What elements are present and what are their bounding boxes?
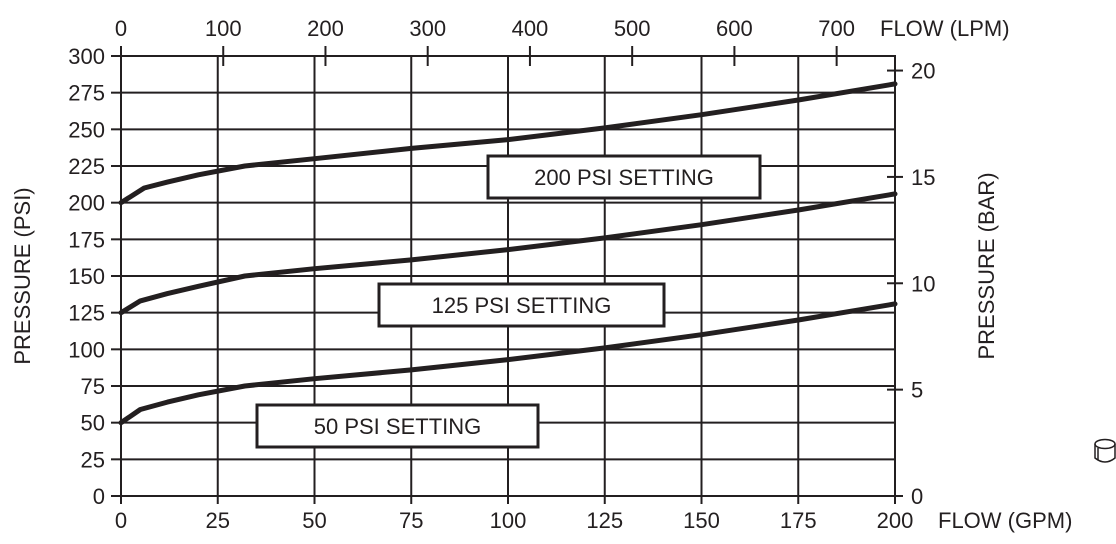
y-right-axis-title: PRESSURE (BAR) bbox=[974, 172, 999, 359]
x-top-tick-label: 200 bbox=[307, 16, 344, 41]
series-label-box bbox=[255, 403, 540, 449]
y-right-tick-label: 15 bbox=[911, 165, 935, 190]
y-right-tick-label: 20 bbox=[911, 59, 935, 84]
y-left-tick-label: 200 bbox=[68, 191, 105, 216]
y-left-tick-label: 150 bbox=[68, 264, 105, 289]
curves bbox=[118, 81, 898, 426]
series-label: 50 PSI SETTING bbox=[314, 414, 482, 439]
x-top-tick-label: 400 bbox=[512, 16, 549, 41]
series-line-1 bbox=[118, 191, 898, 316]
y-left-tick-label: 75 bbox=[81, 374, 105, 399]
x-bottom-axis-title: FLOW (GPM) bbox=[938, 508, 1072, 533]
y-left-tick-label: 50 bbox=[81, 411, 105, 436]
cylinder-icon bbox=[1094, 438, 1116, 463]
y-left-tick-label: 175 bbox=[68, 227, 105, 252]
x-bottom-tick-label: 150 bbox=[683, 508, 720, 533]
y-left-axis-title: PRESSURE (PSI) bbox=[10, 187, 35, 364]
y-left-tick-label: 300 bbox=[68, 44, 105, 69]
series-labels: 200 PSI SETTING 125 PSI SETTING 50 PSI SET… bbox=[255, 154, 762, 449]
series-label-box bbox=[377, 282, 666, 328]
y-left-tick-label: 250 bbox=[68, 117, 105, 142]
y-left-tick-label: 100 bbox=[68, 337, 105, 362]
series-line-2 bbox=[118, 301, 898, 426]
y-left-tick-label: 125 bbox=[68, 301, 105, 326]
y-right-tick-label: 10 bbox=[911, 271, 935, 296]
x-top-tick-label: 700 bbox=[818, 16, 855, 41]
series-label: 125 PSI SETTING bbox=[432, 293, 612, 318]
axis-titles: FLOW (GPM) FLOW (LPM) PRESSURE (PSI) PRESSU… bbox=[10, 16, 1072, 533]
x-top-tick-label: 0 bbox=[115, 16, 127, 41]
series-label: 200 PSI SETTING bbox=[534, 165, 714, 190]
x-bottom-tick-label: 200 bbox=[877, 508, 914, 533]
x-top-tick-label: 500 bbox=[614, 16, 651, 41]
y-right-tick-label: 5 bbox=[911, 378, 923, 403]
x-bottom-tick-label: 75 bbox=[399, 508, 423, 533]
x-bottom-tick-label: 175 bbox=[780, 508, 817, 533]
x-top-tick-label: 100 bbox=[205, 16, 242, 41]
y-left-tick-label: 225 bbox=[68, 154, 105, 179]
y-left-tick-label: 0 bbox=[93, 484, 105, 509]
series-label-box bbox=[486, 154, 762, 200]
x-bottom-tick-label: 50 bbox=[302, 508, 326, 533]
x-bottom-tick-label: 125 bbox=[586, 508, 623, 533]
y-left-tick-label: 25 bbox=[81, 447, 105, 472]
x-top-axis-title: FLOW (LPM) bbox=[880, 16, 1010, 41]
y-right-tick-label: 0 bbox=[911, 484, 923, 509]
plot-frame bbox=[120, 55, 896, 497]
series-line-0 bbox=[118, 81, 898, 206]
x-bottom-tick-label: 25 bbox=[206, 508, 230, 533]
y-left-tick-label: 275 bbox=[68, 81, 105, 106]
x-top-tick-label: 600 bbox=[716, 16, 753, 41]
x-bottom-tick-label: 0 bbox=[115, 508, 127, 533]
x-top-tick-label: 300 bbox=[409, 16, 446, 41]
x-bottom-tick-label: 100 bbox=[490, 508, 527, 533]
